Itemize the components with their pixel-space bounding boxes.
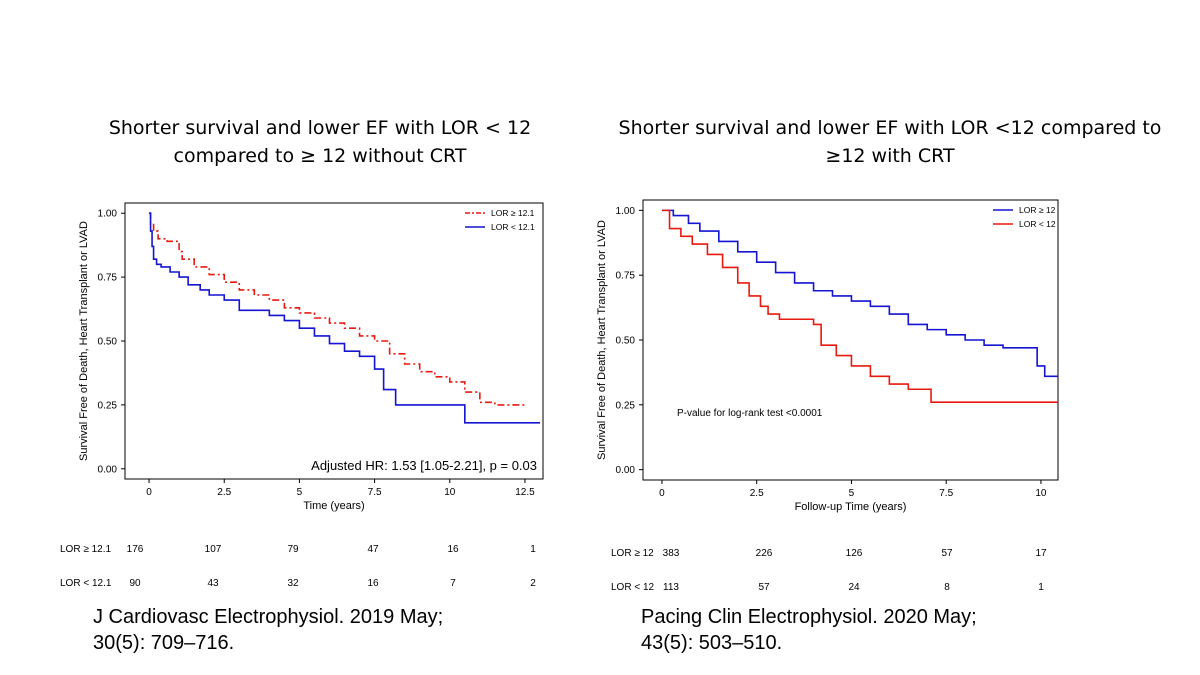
risk-count: 107 bbox=[204, 544, 222, 555]
x-tick-label: 7.5 bbox=[939, 488, 953, 499]
risk-count: 1 bbox=[530, 544, 536, 555]
plot-frame bbox=[642, 199, 1059, 481]
left-survival-chart: 0.00 0.25 0.50 0.75 1.00 0 2.5 5 7.5 10 12.5 Time (… bbox=[78, 202, 544, 512]
risk-count: 383 bbox=[662, 548, 680, 559]
legend-label: LOR ≥ 12.1 bbox=[491, 208, 535, 218]
x-tick-label: 2.5 bbox=[217, 487, 231, 498]
y-tick-label: 0.50 bbox=[616, 336, 636, 347]
risk-count: 226 bbox=[755, 548, 773, 559]
right-survival-chart: 0.00 0.25 0.50 0.75 1.00 0 2.5 5 7.5 10 Follow-up … bbox=[596, 199, 1059, 513]
legend-label: LOR < 12 bbox=[1019, 219, 1056, 229]
chart-annotation: P-value for log-rank test <0.0001 bbox=[677, 408, 823, 419]
risk-count: 16 bbox=[367, 578, 379, 589]
y-tick-label: 0.50 bbox=[98, 337, 118, 348]
series-line bbox=[661, 209, 1058, 378]
risk-count: 57 bbox=[941, 548, 953, 559]
right-citation-line2: 43(5): 503–510. bbox=[641, 632, 783, 654]
right-chart-title: Shorter survival and lower EF with LOR <… bbox=[618, 117, 1162, 167]
risk-count: 90 bbox=[129, 578, 141, 589]
risk-count: 47 bbox=[367, 544, 379, 555]
y-tick-label: 0.75 bbox=[98, 273, 118, 284]
legend-label: LOR ≥ 12 bbox=[1019, 205, 1056, 215]
chart-annotation: Adjusted HR: 1.53 [1.05-2.21], p = 0.03 bbox=[311, 458, 537, 473]
risk-count: 176 bbox=[126, 544, 144, 555]
x-tick-label: 5 bbox=[297, 487, 303, 498]
series-line bbox=[149, 212, 540, 424]
x-tick-label: 5 bbox=[849, 488, 855, 499]
risk-row-label: LOR < 12 bbox=[611, 582, 655, 593]
risk-row-label: LOR ≥ 12.1 bbox=[60, 544, 112, 555]
risk-count: 32 bbox=[287, 578, 299, 589]
risk-count: 113 bbox=[663, 582, 679, 593]
y-tick-label: 0.00 bbox=[98, 464, 118, 475]
risk-count: 7 bbox=[450, 578, 456, 589]
plot-frame bbox=[124, 202, 544, 480]
risk-count: 24 bbox=[848, 582, 860, 593]
x-tick-label: 0 bbox=[659, 488, 665, 499]
series-line bbox=[661, 209, 1058, 404]
y-tick-label: 1.00 bbox=[98, 209, 118, 220]
x-tick-label: 12.5 bbox=[515, 487, 535, 498]
y-tick-label: 1.00 bbox=[616, 206, 636, 217]
risk-row-label: LOR < 12.1 bbox=[60, 578, 112, 589]
left-citation-line2: 30(5): 709–716. bbox=[93, 632, 235, 654]
x-axis-label: Follow-up Time (years) bbox=[795, 501, 907, 513]
risk-count: 2 bbox=[530, 578, 536, 589]
x-tick-label: 7.5 bbox=[368, 487, 382, 498]
x-tick-label: 2.5 bbox=[750, 488, 764, 499]
right-citation: Pacing Clin Electrophysiol. 2020 May; 43… bbox=[641, 604, 977, 656]
y-tick-label: 0.75 bbox=[616, 271, 636, 282]
left-chart-title: Shorter survival and lower EF with LOR <… bbox=[108, 117, 532, 167]
left-citation-line1: J Cardiovasc Electrophysiol. 2019 May; bbox=[93, 606, 444, 628]
y-tick-label: 0.25 bbox=[616, 400, 636, 411]
x-tick-label: 10 bbox=[1035, 488, 1047, 499]
x-tick-label: 10 bbox=[444, 487, 456, 498]
x-axis-label: Time (years) bbox=[303, 500, 364, 512]
risk-row-label: LOR ≥ 12 bbox=[611, 548, 654, 559]
y-axis-label: Survival Free of Death, Heart Transplant… bbox=[78, 221, 90, 461]
legend-label: LOR < 12.1 bbox=[491, 222, 535, 232]
risk-count: 17 bbox=[1035, 548, 1047, 559]
risk-count: 16 bbox=[447, 544, 459, 555]
risk-count: 1 bbox=[1038, 582, 1044, 593]
left-citation: J Cardiovasc Electrophysiol. 2019 May; 3… bbox=[93, 604, 443, 656]
series-line bbox=[149, 212, 525, 406]
risk-count: 126 bbox=[845, 548, 863, 559]
risk-count: 8 bbox=[944, 582, 950, 593]
y-axis-label: Survival Free of Death, Heart Transplant… bbox=[596, 220, 608, 460]
risk-count: 57 bbox=[758, 582, 770, 593]
risk-count: 43 bbox=[207, 578, 219, 589]
x-tick-label: 0 bbox=[146, 487, 152, 498]
risk-count: 79 bbox=[287, 544, 299, 555]
right-citation-line1: Pacing Clin Electrophysiol. 2020 May; bbox=[641, 606, 977, 628]
y-tick-label: 0.00 bbox=[616, 465, 636, 476]
y-tick-label: 0.25 bbox=[98, 400, 118, 411]
